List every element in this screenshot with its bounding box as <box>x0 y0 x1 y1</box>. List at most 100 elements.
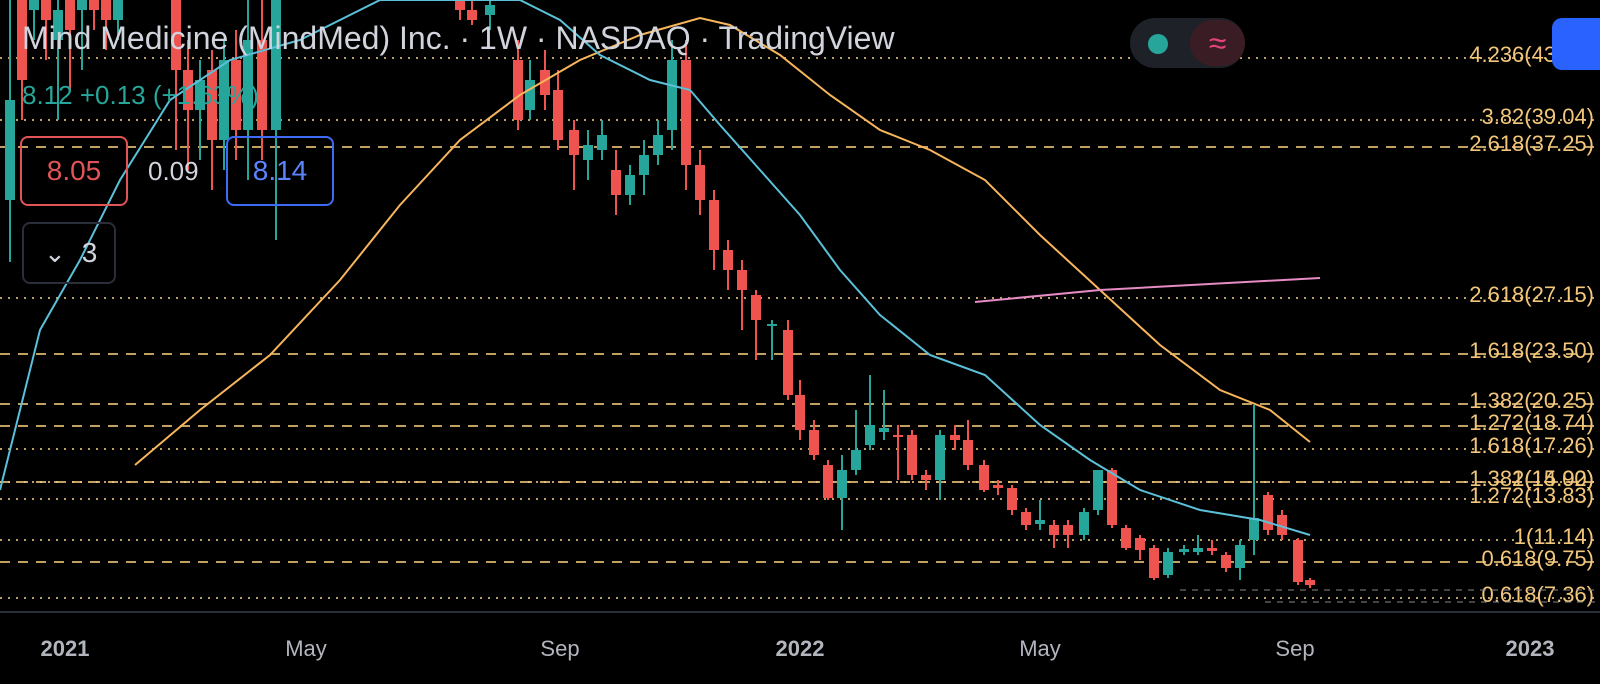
candle-body <box>809 430 819 455</box>
candle-body <box>979 465 989 490</box>
fib-label: 1.272(18.74) <box>1469 410 1594 435</box>
candle-body <box>709 200 719 250</box>
fib-label: 2.618(37.25) <box>1469 131 1594 156</box>
candle-body <box>183 70 193 110</box>
candle-body <box>1007 488 1017 510</box>
candle-body <box>1249 518 1259 540</box>
candle-body <box>89 0 99 10</box>
candle-body <box>639 155 649 175</box>
candle-body <box>963 440 973 465</box>
candle-body <box>921 475 931 480</box>
candle-body <box>271 0 281 130</box>
candle-body <box>1049 525 1059 535</box>
candle-body <box>695 165 705 200</box>
candle-body <box>823 465 833 498</box>
ma-long <box>134 16 1311 466</box>
fib-levels: 4.236(43.76)3.82(39.04)2.618(37.25)2.618… <box>0 42 1600 607</box>
fib-label: 0.618(7.36) <box>1481 582 1594 607</box>
candle-body <box>113 0 123 20</box>
candle-body <box>795 395 805 430</box>
indicator-count: 3 <box>81 237 98 268</box>
candle-body <box>597 135 607 150</box>
candle-body <box>5 100 15 200</box>
candle-body <box>77 0 87 10</box>
candle-body <box>993 485 1003 488</box>
fib-label: 1.618(17.26) <box>1469 433 1594 458</box>
candle-body <box>1063 525 1073 535</box>
ma-short <box>0 0 1311 536</box>
candle-body <box>53 10 63 40</box>
x-axis-label: May <box>285 636 327 661</box>
candle-body <box>907 435 917 475</box>
candle-body <box>1021 512 1031 525</box>
fib-label: 1.382(20.25) <box>1469 388 1594 413</box>
candle-body <box>1305 580 1315 585</box>
x-axis-label: Sep <box>1275 636 1314 661</box>
status-pill[interactable]: ≈ <box>1130 18 1245 68</box>
candle-body <box>767 324 777 326</box>
candle-body <box>1207 548 1217 551</box>
fib-label: 1(15.00) <box>1512 466 1594 491</box>
candle-body <box>751 295 761 320</box>
candle-body <box>553 90 563 140</box>
candle-body <box>1163 552 1173 575</box>
fib-label: 0.618(9.75) <box>1481 546 1594 571</box>
x-axis-label: May <box>1019 636 1061 661</box>
candle-body <box>1079 512 1089 535</box>
candle-body <box>41 0 51 20</box>
candle-body <box>1277 515 1287 535</box>
candle-body <box>865 425 875 445</box>
fib-label: 1(11.14) <box>1514 524 1594 549</box>
candle-body <box>625 175 635 195</box>
candle-body <box>851 450 861 470</box>
candle-body <box>935 435 945 480</box>
candle-body <box>1221 555 1231 568</box>
candle-body <box>101 0 111 20</box>
candle-body <box>1235 545 1245 568</box>
ma-extra <box>974 277 1321 303</box>
candle-body <box>737 270 747 290</box>
spread: 0.09 <box>148 156 199 186</box>
candle-body <box>207 70 217 140</box>
candle-body <box>611 170 621 195</box>
candle-body <box>1035 520 1045 524</box>
candle-body <box>723 250 733 270</box>
x-axis-label: 2021 <box>41 636 90 661</box>
indicators-toggle[interactable]: ⌄ 3 <box>22 222 116 284</box>
fib-label: 2.618(27.15) <box>1469 282 1594 307</box>
candle-body <box>1135 538 1145 550</box>
candle-body <box>1263 495 1273 530</box>
candle-body <box>455 0 465 10</box>
candle-body <box>1093 470 1103 510</box>
candle-body <box>667 60 677 130</box>
x-axis: 2021 May Sep 2022 May Sep 2023 <box>41 636 1555 661</box>
candle-body <box>783 330 793 395</box>
candle-body <box>257 40 267 130</box>
fib-label: 1.382(14.92) <box>1469 466 1594 491</box>
fib-label: 1.618(23.50) <box>1469 338 1594 363</box>
candle-body <box>837 470 847 498</box>
candle-body <box>525 80 535 110</box>
candle-body <box>1293 540 1303 582</box>
candle-body <box>485 5 495 15</box>
x-axis-label: 2023 <box>1506 636 1555 661</box>
candle-body <box>195 80 205 110</box>
candle-body <box>219 60 229 140</box>
fullscreen-button[interactable] <box>1552 18 1600 70</box>
buy-button[interactable]: 8.14 <box>226 136 334 206</box>
fib-label: 1.272(13.83) <box>1469 483 1594 508</box>
candle-body <box>1121 528 1131 548</box>
candle-body <box>17 0 27 80</box>
candle-body <box>1179 549 1189 552</box>
x-axis-label: 2022 <box>776 636 825 661</box>
candles <box>5 0 1315 588</box>
candle-body <box>653 135 663 155</box>
candle-body <box>569 130 579 155</box>
candle-body <box>467 10 477 20</box>
candle-body <box>243 40 253 130</box>
candle-body <box>171 0 181 70</box>
sell-button[interactable]: 8.05 <box>20 136 128 206</box>
price-change: 8.12 +0.13 (+1.63%) <box>22 80 260 110</box>
x-axis-label: Sep <box>540 636 579 661</box>
